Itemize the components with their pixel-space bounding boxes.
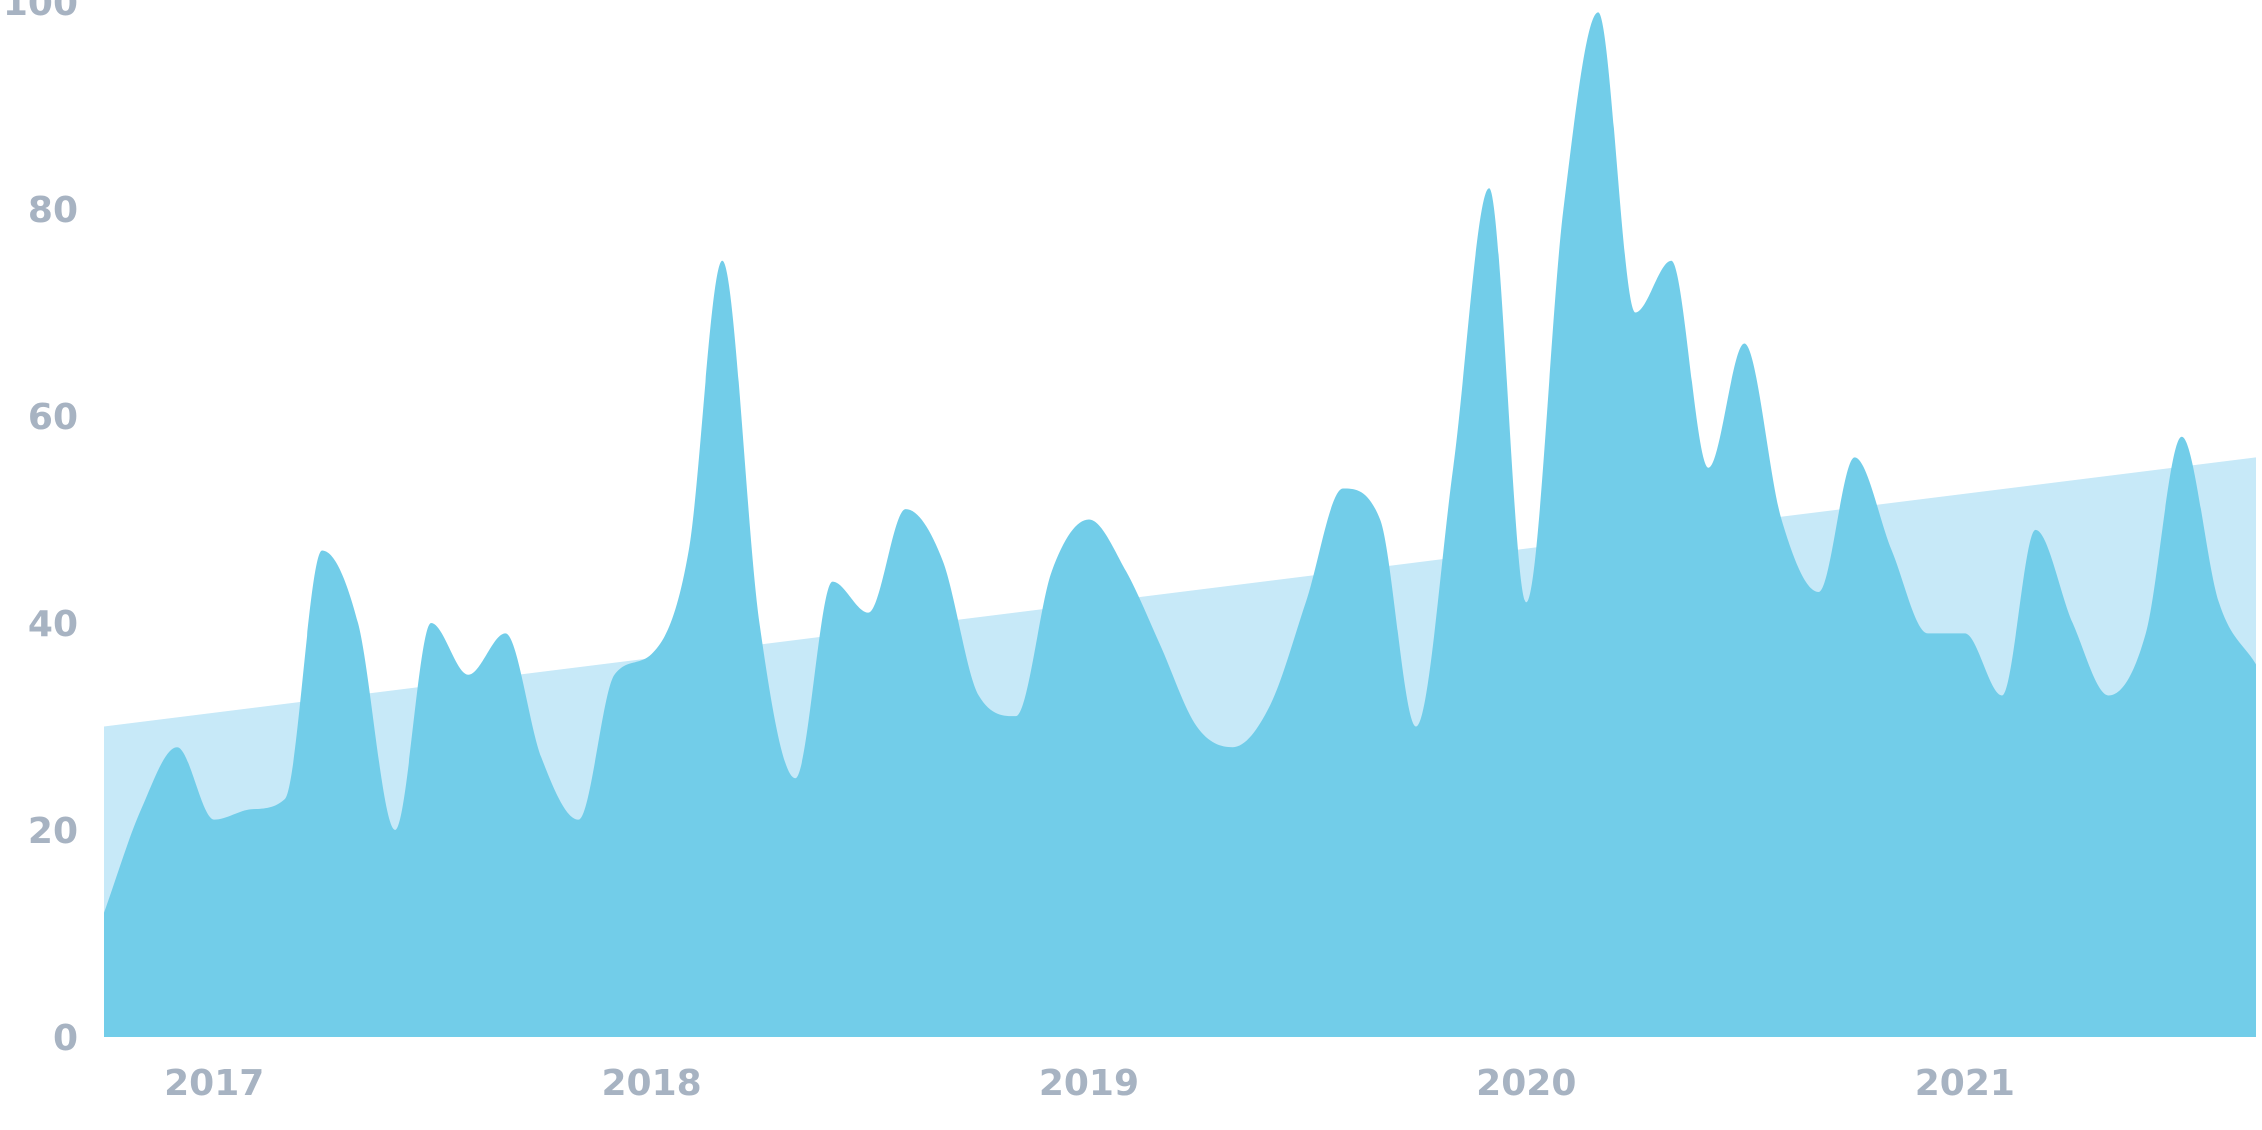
series-layer <box>104 12 2256 1038</box>
y-tick-label: 0 <box>53 1018 78 1059</box>
x-tick-label: 2020 <box>1476 1063 1576 1104</box>
y-tick-label: 40 <box>28 604 78 645</box>
y-tick-label: 60 <box>28 397 78 438</box>
x-tick-label: 2017 <box>164 1063 264 1104</box>
x-tick-label: 2021 <box>1915 1063 2015 1104</box>
y-tick-label: 100 <box>3 0 78 24</box>
x-tick-label: 2019 <box>1039 1063 1139 1104</box>
x-tick-label: 2018 <box>601 1063 701 1104</box>
y-tick-label: 20 <box>28 811 78 852</box>
y-axis: 0 20 40 60 80 100 <box>3 0 78 1059</box>
series-area <box>104 12 2256 1038</box>
x-axis: 2017 2018 2019 2020 2021 <box>164 1063 2015 1104</box>
y-tick-label: 80 <box>28 190 78 231</box>
